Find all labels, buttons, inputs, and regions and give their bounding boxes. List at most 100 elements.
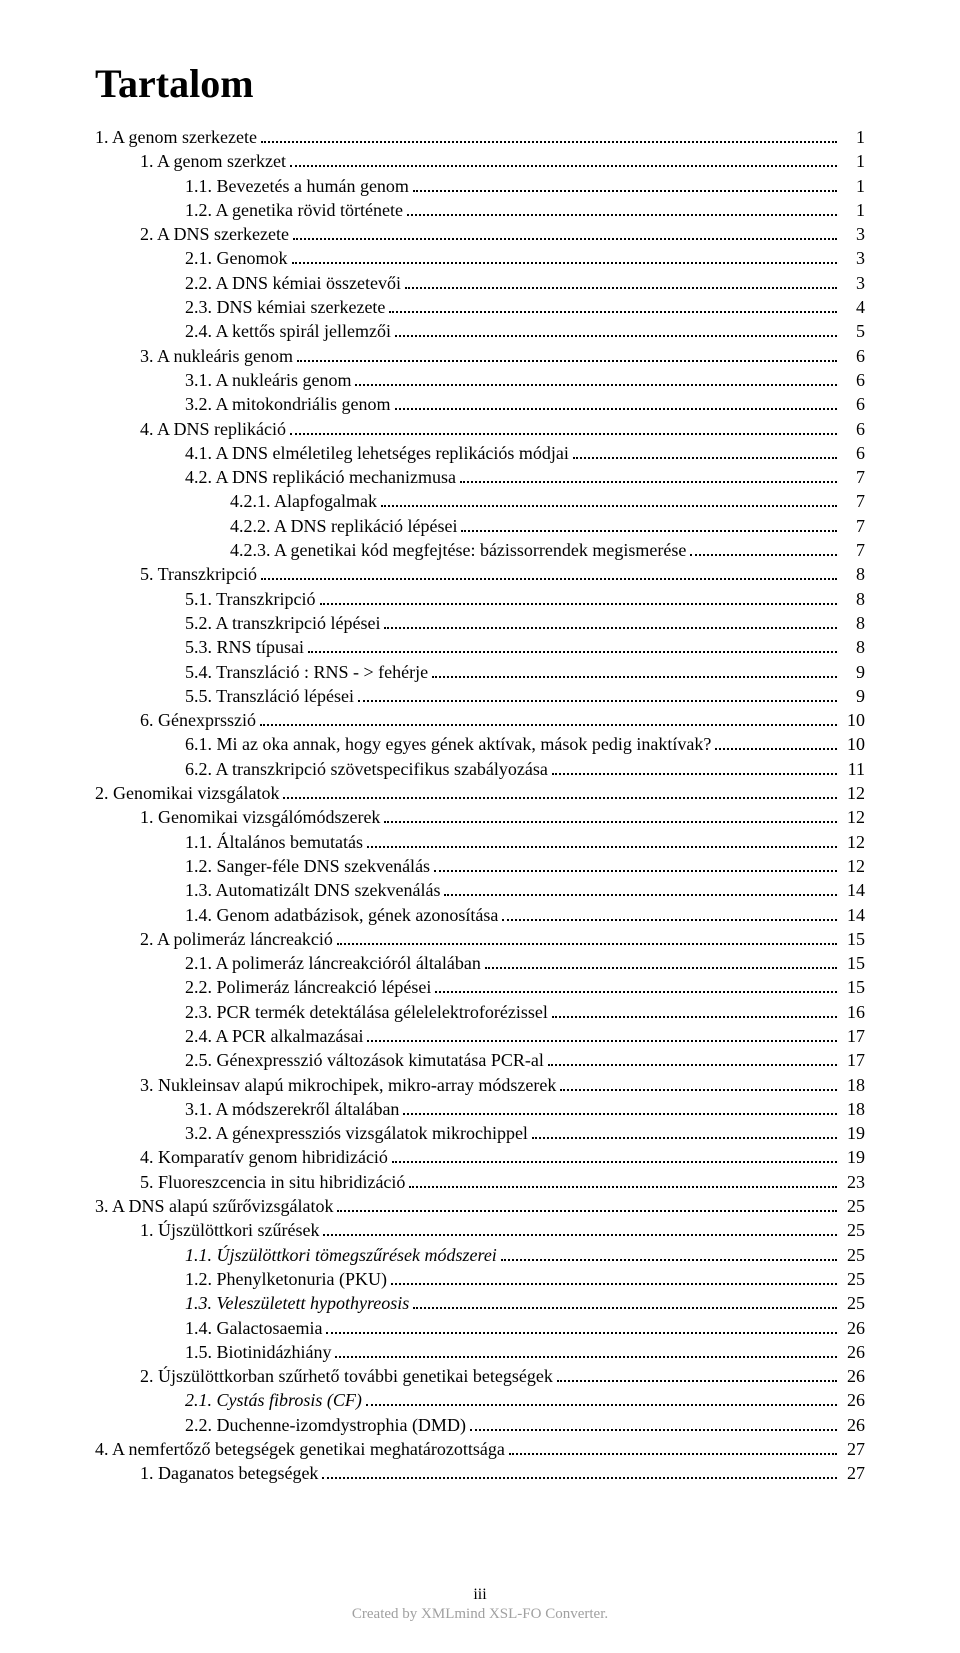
- toc-entry[interactable]: 3.2. A mitokondriális genom6: [95, 392, 865, 416]
- toc-entry-label: 2.1. Cystás fibrosis (CF): [185, 1388, 362, 1412]
- toc-entry-page: 11: [841, 757, 865, 781]
- toc-entry-label: 4.2.2. A DNS replikáció lépései: [230, 514, 457, 538]
- toc-entry[interactable]: 2.4. A PCR alkalmazásai17: [95, 1024, 865, 1048]
- toc-entry[interactable]: 1.4. Galactosaemia26: [95, 1316, 865, 1340]
- toc-entry-label: 2. Újszülöttkorban szűrhető további gene…: [140, 1364, 553, 1388]
- toc-entry[interactable]: 5.5. Transzláció lépései9: [95, 684, 865, 708]
- toc-entry[interactable]: 2.5. Génexpresszió változások kimutatása…: [95, 1048, 865, 1072]
- toc-entry-page: 18: [841, 1097, 865, 1121]
- toc-entry-page: 9: [841, 684, 865, 708]
- toc-entry-page: 6: [841, 368, 865, 392]
- toc-entry-label: 5.1. Transzkripció: [185, 587, 316, 611]
- toc-entry[interactable]: 1.1. Általános bemutatás12: [95, 830, 865, 854]
- toc-entry[interactable]: 3. A nukleáris genom6: [95, 344, 865, 368]
- toc-entry[interactable]: 3. Nukleinsav alapú mikrochipek, mikro-a…: [95, 1073, 865, 1097]
- toc-entry[interactable]: 2.2. A DNS kémiai összetevői3: [95, 271, 865, 295]
- toc-entry[interactable]: 2.1. Genomok3: [95, 246, 865, 270]
- toc-entry-page: 3: [841, 222, 865, 246]
- toc-entry[interactable]: 4. A DNS replikáció6: [95, 417, 865, 441]
- toc-entry[interactable]: 2.1. A polimeráz láncreakcióról általába…: [95, 951, 865, 975]
- toc-entry[interactable]: 4.2. A DNS replikáció mechanizmusa7: [95, 465, 865, 489]
- toc-entry[interactable]: 1. Újszülöttkori szűrések25: [95, 1218, 865, 1242]
- toc-entry-page: 9: [841, 660, 865, 684]
- toc-entry[interactable]: 4.2.2. A DNS replikáció lépései7: [95, 514, 865, 538]
- toc-entry-label: 5.2. A transzkripció lépései: [185, 611, 380, 635]
- toc-entry[interactable]: 3.1. A módszerekről általában18: [95, 1097, 865, 1121]
- toc-entry[interactable]: 1.3. Veleszületett hypothyreosis25: [95, 1291, 865, 1315]
- toc-entry-page: 14: [841, 903, 865, 927]
- toc-entry[interactable]: 2.3. DNS kémiai szerkezete4: [95, 295, 865, 319]
- toc-entry-label: 2. A polimeráz láncreakció: [140, 927, 333, 951]
- toc-entry-page: 5: [841, 319, 865, 343]
- toc-entry-page: 19: [841, 1121, 865, 1145]
- toc-entry-label: 2.2. Polimeráz láncreakció lépései: [185, 975, 431, 999]
- toc-leader-dots: [366, 1390, 837, 1406]
- toc-leader-dots: [367, 1026, 837, 1042]
- toc-entry[interactable]: 2.4. A kettős spirál jellemzői5: [95, 319, 865, 343]
- toc-entry-page: 12: [841, 805, 865, 829]
- toc-entry[interactable]: 5.1. Transzkripció8: [95, 587, 865, 611]
- toc-entry[interactable]: 3.1. A nukleáris genom6: [95, 368, 865, 392]
- toc-entry[interactable]: 1. A genom szerkzet1: [95, 149, 865, 173]
- toc-entry[interactable]: 4. Komparatív genom hibridizáció19: [95, 1145, 865, 1169]
- toc-entry-label: 1. A genom szerkzet: [140, 149, 286, 173]
- toc-entry-label: 4. A nemfertőző betegségek genetikai meg…: [95, 1437, 505, 1461]
- toc-entry-label: 2.1. Genomok: [185, 246, 288, 270]
- toc-entry[interactable]: 5. Fluoreszcencia in situ hibridizáció23: [95, 1170, 865, 1194]
- toc-entry-label: 2.3. DNS kémiai szerkezete: [185, 295, 385, 319]
- toc-entry[interactable]: 4.1. A DNS elméletileg lehetséges replik…: [95, 441, 865, 465]
- toc-entry-page: 10: [841, 732, 865, 756]
- toc-entry[interactable]: 2.3. PCR termék detektálása gélelelektro…: [95, 1000, 865, 1024]
- toc-entry[interactable]: 4.2.1. Alapfogalmak7: [95, 489, 865, 513]
- toc-entry[interactable]: 2.1. Cystás fibrosis (CF)26: [95, 1388, 865, 1412]
- toc-entry[interactable]: 1.1. Bevezetés a humán genom1: [95, 174, 865, 198]
- toc-entry[interactable]: 2. Genomikai vizsgálatok12: [95, 781, 865, 805]
- toc-leader-dots: [557, 1366, 837, 1382]
- toc-entry[interactable]: 1.1. Újszülöttkori tömegszűrések módszer…: [95, 1243, 865, 1267]
- toc-entry-page: 6: [841, 392, 865, 416]
- toc-entry-page: 8: [841, 562, 865, 586]
- toc-entry[interactable]: 2. A polimeráz láncreakció 15: [95, 927, 865, 951]
- toc-entry[interactable]: 5.4. Transzláció : RNS - > fehérje9: [95, 660, 865, 684]
- toc-entry-page: 15: [841, 927, 865, 951]
- toc-entry[interactable]: 4.2.3. A genetikai kód megfejtése: bázis…: [95, 538, 865, 562]
- toc-entry[interactable]: 3. A DNS alapú szűrővizsgálatok25: [95, 1194, 865, 1218]
- toc-entry[interactable]: 6. Génexprsszió10: [95, 708, 865, 732]
- toc-entry[interactable]: 5.3. RNS típusai8: [95, 635, 865, 659]
- toc-entry-page: 27: [841, 1461, 865, 1485]
- toc-entry-label: 1.2. A genetika rövid története: [185, 198, 403, 222]
- toc-entry[interactable]: 1. Genomikai vizsgálómódszerek12: [95, 805, 865, 829]
- toc-entry[interactable]: 4. A nemfertőző betegségek genetikai meg…: [95, 1437, 865, 1461]
- toc-entry[interactable]: 5.2. A transzkripció lépései8: [95, 611, 865, 635]
- toc-entry[interactable]: 1.3. Automatizált DNS szekvenálás14: [95, 878, 865, 902]
- toc-leader-dots: [322, 1463, 837, 1479]
- toc-entry-label: 6. Génexprsszió: [140, 708, 256, 732]
- toc-entry[interactable]: 1. A genom szerkezete1: [95, 125, 865, 149]
- toc-entry-label: 3. A nukleáris genom: [140, 344, 293, 368]
- toc-leader-dots: [485, 953, 837, 969]
- toc-entry[interactable]: 2. Újszülöttkorban szűrhető további gene…: [95, 1364, 865, 1388]
- toc-entry[interactable]: 1. Daganatos betegségek27: [95, 1461, 865, 1485]
- toc-entry[interactable]: 1.2. Phenylketonuria (PKU)25: [95, 1267, 865, 1291]
- toc-leader-dots: [405, 272, 837, 288]
- footer-credit-link[interactable]: XMLmind XSL-FO Converter: [421, 1606, 604, 1622]
- toc-entry-label: 1.3. Veleszületett hypothyreosis: [185, 1291, 409, 1315]
- toc-leader-dots: [573, 442, 837, 458]
- toc-leader-dots: [389, 297, 837, 313]
- toc-entry-page: 1: [841, 198, 865, 222]
- toc-entry[interactable]: 2.2. Duchenne-izomdystrophia (DMD)26: [95, 1413, 865, 1437]
- toc-entry[interactable]: 6.1. Mi az oka annak, hogy egyes gének a…: [95, 732, 865, 756]
- toc-entry[interactable]: 3.2. A génexpressziós vizsgálatok mikroc…: [95, 1121, 865, 1145]
- toc-leader-dots: [460, 467, 837, 483]
- toc-leader-dots: [715, 734, 837, 750]
- toc-entry[interactable]: 5. Transzkripció8: [95, 562, 865, 586]
- toc-entry-label: 3. Nukleinsav alapú mikrochipek, mikro-a…: [140, 1073, 556, 1097]
- toc-entry-page: 18: [841, 1073, 865, 1097]
- toc-entry[interactable]: 1.4. Genom adatbázisok, gének azonosítás…: [95, 903, 865, 927]
- toc-entry[interactable]: 2.2. Polimeráz láncreakció lépései15: [95, 975, 865, 999]
- toc-entry[interactable]: 6.2. A transzkripció szövetspecifikus sz…: [95, 757, 865, 781]
- toc-entry[interactable]: 1.2. Sanger-féle DNS szekvenálás12: [95, 854, 865, 878]
- toc-entry[interactable]: 1.5. Biotinidázhiány26: [95, 1340, 865, 1364]
- toc-entry[interactable]: 1.2. A genetika rövid története 1: [95, 198, 865, 222]
- toc-entry[interactable]: 2. A DNS szerkezete3: [95, 222, 865, 246]
